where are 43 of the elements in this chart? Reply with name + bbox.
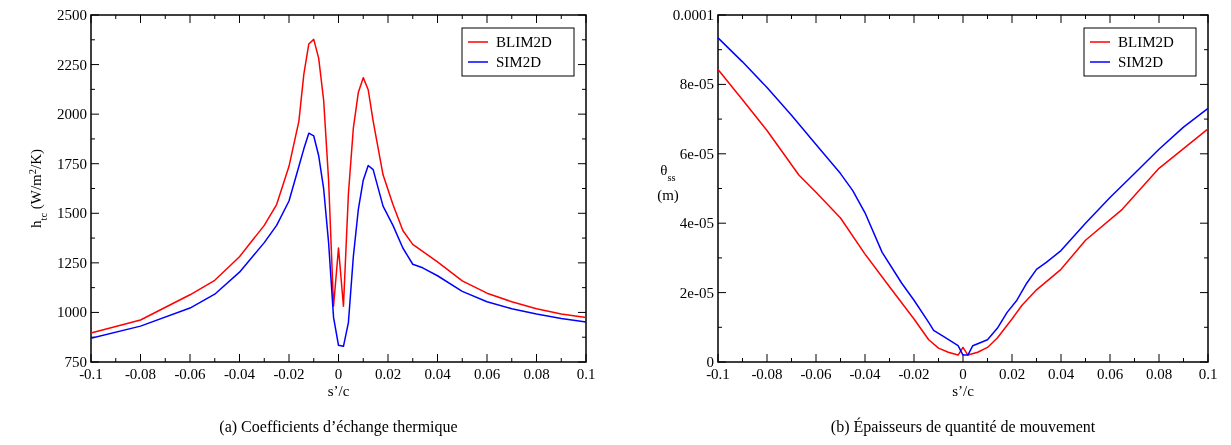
x-tick-label: 0.08 xyxy=(523,366,550,382)
x-axis-title: s’/c xyxy=(952,383,975,399)
y-tick-label: 2250 xyxy=(57,56,87,73)
y-tick-label: 4e-05 xyxy=(679,215,714,232)
y-tick-label: 1000 xyxy=(57,304,87,321)
line-series xyxy=(90,38,587,334)
x-tick-label: 0.1 xyxy=(576,366,596,382)
y-axis-title: θ$_{ss}$ (m) xyxy=(657,162,679,204)
x-tick-label: 0 xyxy=(959,366,967,382)
x-tick-label: -0.06 xyxy=(800,366,833,382)
x-axis-title: s’/c xyxy=(327,383,350,399)
x-tick-label: -0.06 xyxy=(174,366,207,382)
legend-label: SIM2D xyxy=(496,54,542,70)
x-tick-label: -0.08 xyxy=(124,366,157,382)
y-tick-label: 2e-05 xyxy=(679,284,714,301)
x-tick-label: -0.08 xyxy=(751,366,783,382)
x-tick-label: 0 xyxy=(334,366,343,382)
x-tick-label: 0.02 xyxy=(374,366,402,382)
legend-label: BLIM2D xyxy=(1118,34,1174,50)
y-tick-label: 0.0001 xyxy=(672,7,714,23)
x-tick-label: 0.06 xyxy=(473,366,501,382)
x-tick-label: 0.08 xyxy=(1145,366,1173,382)
legend-label: BLIM2D xyxy=(496,34,552,50)
line-series xyxy=(90,132,587,348)
x-tick-label: 0.04 xyxy=(1047,366,1075,382)
y-tick-label: 6e-05 xyxy=(679,145,714,162)
x-tick-label: 0.04 xyxy=(424,366,452,382)
y-tick-label: 1500 xyxy=(57,205,87,222)
x-tick-label: 0.1 xyxy=(1198,366,1218,382)
y-tick-label: 1750 xyxy=(57,155,87,172)
y-tick-label: 2500 xyxy=(57,7,87,23)
text: (a) Coefficients d’échange thermique xyxy=(219,418,458,436)
x-tick-label: -0.02 xyxy=(898,366,930,382)
y-tick-label: 1250 xyxy=(57,254,87,271)
x-tick-label: 0.02 xyxy=(998,366,1026,382)
x-tick-label: -0.04 xyxy=(223,366,256,382)
x-tick-label: -0.02 xyxy=(273,366,305,382)
text: (b) Épaisseurs de quantité de mouvement xyxy=(830,417,1096,436)
x-tick-label: 0.06 xyxy=(1096,366,1124,382)
legend-label: SIM2D xyxy=(1118,54,1164,70)
x-tick-label: -0.04 xyxy=(849,366,882,382)
y-tick-label: 2000 xyxy=(57,106,87,123)
y-tick-label: 8e-05 xyxy=(679,76,714,93)
